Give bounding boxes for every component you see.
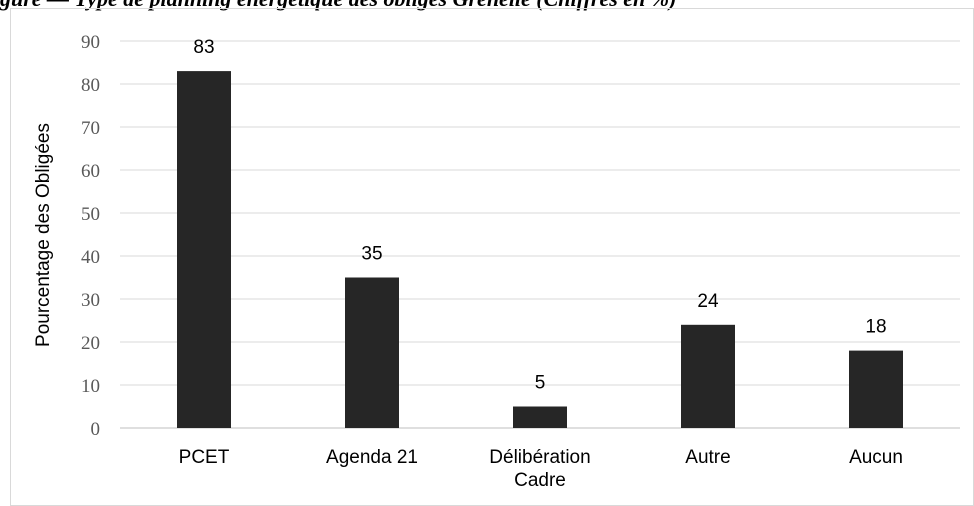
y-tick-label: 20 bbox=[81, 333, 100, 354]
data-labels: 83 35 5 24 18 bbox=[193, 37, 886, 393]
y-tick-label: 90 bbox=[81, 32, 100, 53]
bar bbox=[681, 324, 735, 428]
x-category-label: Aucun bbox=[849, 447, 903, 468]
x-category-label: Cadre bbox=[514, 470, 566, 491]
data-label: 18 bbox=[865, 317, 886, 338]
data-label: 83 bbox=[193, 37, 214, 58]
bars bbox=[177, 71, 903, 428]
x-category-label: Délibération bbox=[489, 447, 590, 468]
x-category-label: Agenda 21 bbox=[326, 447, 418, 468]
y-axis-ticks: 0 10 20 30 40 50 60 70 80 90 bbox=[81, 32, 100, 440]
y-tick-label: 60 bbox=[81, 161, 100, 182]
bar bbox=[177, 71, 231, 428]
y-tick-label: 40 bbox=[81, 247, 100, 268]
bar bbox=[849, 350, 903, 428]
data-label: 24 bbox=[697, 291, 719, 312]
y-tick-label: 30 bbox=[81, 290, 100, 311]
chart-frame bbox=[10, 8, 974, 506]
data-label: 5 bbox=[535, 373, 546, 394]
y-axis-title: Pourcentage des Obligées bbox=[33, 123, 54, 347]
x-category-label: PCET bbox=[179, 447, 230, 468]
chart-title: gure — Type de planning énergétique des … bbox=[0, 0, 974, 16]
bar bbox=[345, 277, 399, 428]
data-label: 35 bbox=[361, 244, 382, 265]
x-category-label: Autre bbox=[685, 447, 730, 468]
y-tick-label: 0 bbox=[91, 419, 101, 440]
y-tick-label: 80 bbox=[81, 75, 100, 96]
bar bbox=[513, 406, 567, 428]
y-tick-label: 70 bbox=[81, 118, 100, 139]
gridlines bbox=[120, 40, 960, 386]
y-tick-label: 50 bbox=[81, 204, 100, 225]
y-tick-label: 10 bbox=[81, 376, 100, 397]
